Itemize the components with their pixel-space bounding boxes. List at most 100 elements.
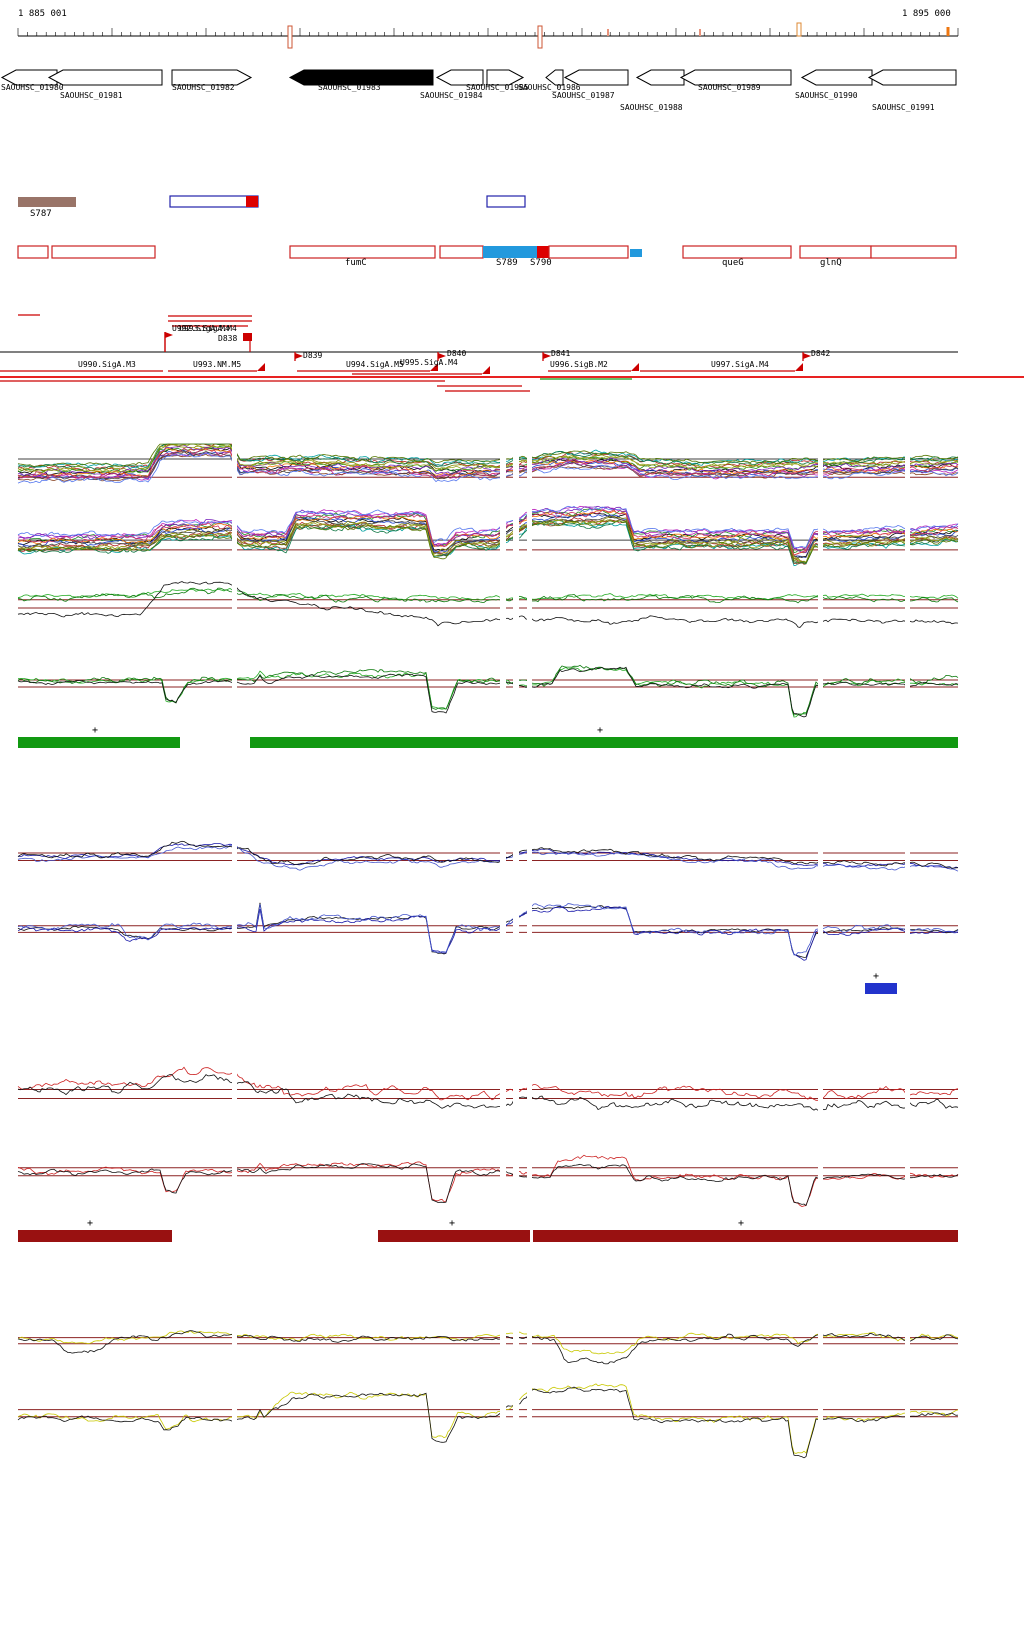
condition-bar <box>18 1230 172 1242</box>
gene-label: SAOUHSC_01990 <box>795 91 858 100</box>
expression-series <box>17 509 959 556</box>
annotation-flag-end <box>631 363 639 371</box>
tss-flag-head[interactable] <box>803 353 811 359</box>
plus-mark: + <box>92 725 98 736</box>
annotation-flag-end <box>430 363 438 371</box>
plus-mark: + <box>597 725 603 736</box>
expression-series <box>17 666 959 718</box>
feature-label: S790 <box>530 258 552 268</box>
data-gap <box>818 1314 823 1470</box>
annotation-flag-end <box>257 363 265 371</box>
expression-series <box>17 902 959 958</box>
expression-series <box>17 588 959 601</box>
feature-box[interactable] <box>289 245 436 259</box>
annotation-label: U992.SigA.M4 <box>172 324 230 333</box>
feature-box[interactable] <box>51 245 156 259</box>
gene-arrow[interactable] <box>800 69 873 86</box>
feature-box[interactable] <box>483 246 538 258</box>
feature-box[interactable] <box>169 195 259 208</box>
gene-label: SAOUHSC_01981 <box>60 91 123 100</box>
feature-box[interactable] <box>799 245 872 259</box>
expression-series <box>17 520 959 564</box>
expression-series <box>17 1163 959 1207</box>
annotation-box <box>243 333 252 341</box>
data-gap <box>500 1051 506 1218</box>
tss-flag-head[interactable] <box>295 353 303 359</box>
annotation-label: D838 <box>218 334 237 343</box>
feature-label: S789 <box>496 258 518 268</box>
expression-series <box>17 505 959 549</box>
feature-box[interactable] <box>439 245 484 259</box>
annotation-label: U993.NM.M5 <box>193 360 241 369</box>
feature-box[interactable] <box>682 245 792 259</box>
gene-label: SAOUHSC_01988 <box>620 103 683 112</box>
gene-arrow[interactable] <box>288 69 434 86</box>
expression-series <box>17 443 959 468</box>
gene-label: SAOUHSC_01982 <box>172 83 235 92</box>
tss-flag-head[interactable] <box>165 332 173 338</box>
data-gap <box>513 834 519 968</box>
condition-bar <box>18 737 180 748</box>
ruler-mark <box>287 25 293 49</box>
expression-series <box>17 903 959 956</box>
gene-arrow[interactable] <box>635 69 685 86</box>
gene-arrow[interactable] <box>486 69 525 86</box>
feature-box[interactable] <box>17 245 49 259</box>
feature-box[interactable] <box>537 246 549 258</box>
data-gap <box>500 440 506 726</box>
data-gap <box>905 440 910 726</box>
expression-series <box>17 1066 959 1101</box>
feature-label: fumC <box>345 258 367 268</box>
expression-series <box>17 587 959 604</box>
annotation-label: D842 <box>811 349 830 358</box>
annotation-label: U994.SigA.M5 <box>346 360 404 369</box>
gene-arrow[interactable] <box>545 69 564 86</box>
gene-arrow[interactable] <box>679 69 792 86</box>
data-gap <box>513 1051 519 1218</box>
tss-flag-head[interactable] <box>543 353 551 359</box>
gene-arrow[interactable] <box>47 69 163 86</box>
data-gap <box>818 1051 823 1218</box>
data-gap <box>905 834 910 968</box>
gene-arrow[interactable] <box>867 69 957 86</box>
data-gap <box>232 1314 237 1470</box>
data-gap <box>232 440 237 726</box>
expression-series <box>17 451 959 481</box>
gene-label: SAOUHSC_01980 <box>1 83 64 92</box>
ruler-mark <box>796 22 802 37</box>
annotation-label: U995.SigA.M4 <box>400 358 458 367</box>
condition-bar <box>865 983 897 994</box>
annotation-label: U993.SigA.M4 <box>179 324 237 333</box>
expression-series <box>17 447 959 479</box>
gene-arrow[interactable] <box>171 69 253 86</box>
condition-bar <box>250 737 958 748</box>
feature-label: S787 <box>30 209 52 219</box>
expression-series <box>17 840 959 869</box>
data-gap <box>818 440 823 726</box>
gene-label: SAOUHSC_01987 <box>552 91 615 100</box>
annotation-label: U990.SigA.M3 <box>78 360 136 369</box>
feature-box[interactable] <box>870 245 957 259</box>
expression-series <box>17 514 959 558</box>
feature-box[interactable] <box>630 249 642 257</box>
data-gap <box>905 1051 910 1218</box>
data-gap <box>232 834 237 968</box>
condition-bar <box>378 1230 530 1242</box>
expression-series <box>17 664 959 716</box>
feature-box[interactable] <box>548 245 629 259</box>
expression-series <box>17 447 959 477</box>
feature-box[interactable] <box>486 195 526 208</box>
gene-label: SAOUHSC_01991 <box>872 103 935 112</box>
tss-flag-head[interactable] <box>438 353 446 359</box>
feature-label: glnQ <box>820 258 842 268</box>
gene-arrow[interactable] <box>563 69 629 86</box>
gene-arrow[interactable] <box>435 69 484 86</box>
data-gap <box>500 834 506 968</box>
data-gap <box>513 1314 519 1470</box>
feature-box[interactable] <box>18 197 76 207</box>
ruler-end-coordinate: 1 895 000 <box>902 9 951 19</box>
plus-mark: + <box>449 1218 455 1229</box>
condition-bar <box>533 1230 958 1242</box>
ruler-start-coordinate: 1 885 001 <box>18 9 67 19</box>
